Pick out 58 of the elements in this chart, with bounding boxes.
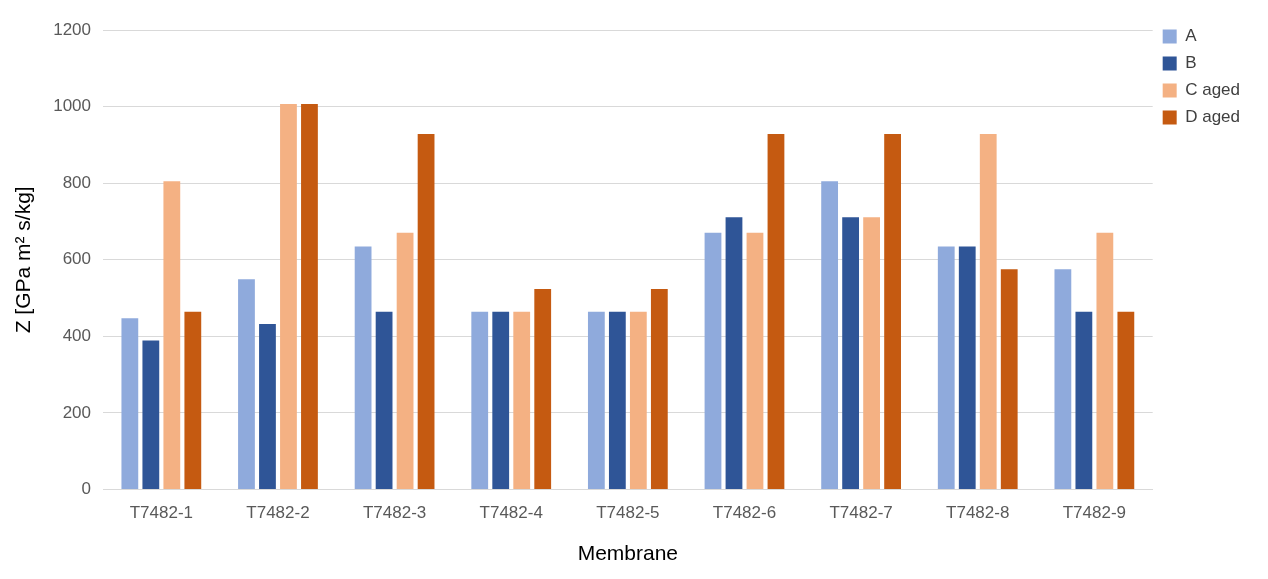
bar [354, 246, 372, 489]
bar [746, 232, 764, 489]
y-tick-label: 1200 [53, 19, 92, 39]
bar [396, 232, 414, 489]
bar [1075, 311, 1093, 489]
bar [767, 133, 785, 489]
bar [417, 133, 435, 489]
y-tick-label: 800 [62, 172, 92, 192]
x-tick-label: T7482-2 [246, 503, 310, 523]
bar [163, 181, 181, 489]
bar [587, 311, 605, 489]
bar [142, 340, 160, 489]
bar [492, 311, 510, 489]
bar [842, 217, 860, 489]
bar [608, 311, 626, 489]
x-tick-label: T7482-5 [596, 503, 660, 523]
bar [375, 311, 393, 489]
bar [534, 288, 552, 489]
y-axis-title: Z [GPa m² s/kg] [11, 186, 35, 334]
bar [958, 246, 976, 489]
bar [121, 318, 139, 489]
x-tick-label: T7482-8 [946, 503, 1010, 523]
bar [280, 104, 297, 489]
bar [629, 311, 647, 489]
x-axis-title: Membrane [577, 541, 679, 565]
bar [863, 217, 880, 489]
bar [471, 311, 489, 489]
x-tick-label: T7482-3 [362, 503, 427, 523]
bar [513, 311, 531, 489]
legend-label: C aged [1185, 80, 1241, 100]
x-tick-label: T7482-9 [1062, 503, 1127, 523]
x-tick-label: T7482-4 [479, 503, 543, 523]
bar [704, 232, 722, 489]
bar [301, 104, 318, 489]
x-tick-label: T7482-6 [712, 503, 777, 523]
bar [259, 324, 276, 489]
y-tick-label: 600 [62, 249, 92, 269]
bar [184, 311, 202, 489]
legend-label: B [1185, 53, 1197, 73]
bar [821, 181, 839, 489]
bar [650, 288, 668, 489]
bar [937, 246, 955, 489]
y-tick-label: 1000 [53, 96, 92, 116]
bar [1000, 269, 1018, 489]
bar [979, 133, 997, 489]
bar [725, 217, 743, 489]
bar [1054, 269, 1072, 489]
y-tick-label: 0 [81, 479, 92, 499]
y-tick-label: 200 [62, 402, 92, 422]
legend-label: D aged [1185, 107, 1241, 127]
legend-label: A [1185, 26, 1198, 46]
x-tick-label: T7482-7 [829, 503, 893, 523]
x-tick-label: T7482-1 [129, 503, 193, 523]
bar [884, 133, 901, 489]
y-tick-label: 400 [62, 326, 92, 346]
bar [1117, 311, 1135, 489]
bar [238, 279, 255, 489]
bar [1096, 232, 1114, 489]
